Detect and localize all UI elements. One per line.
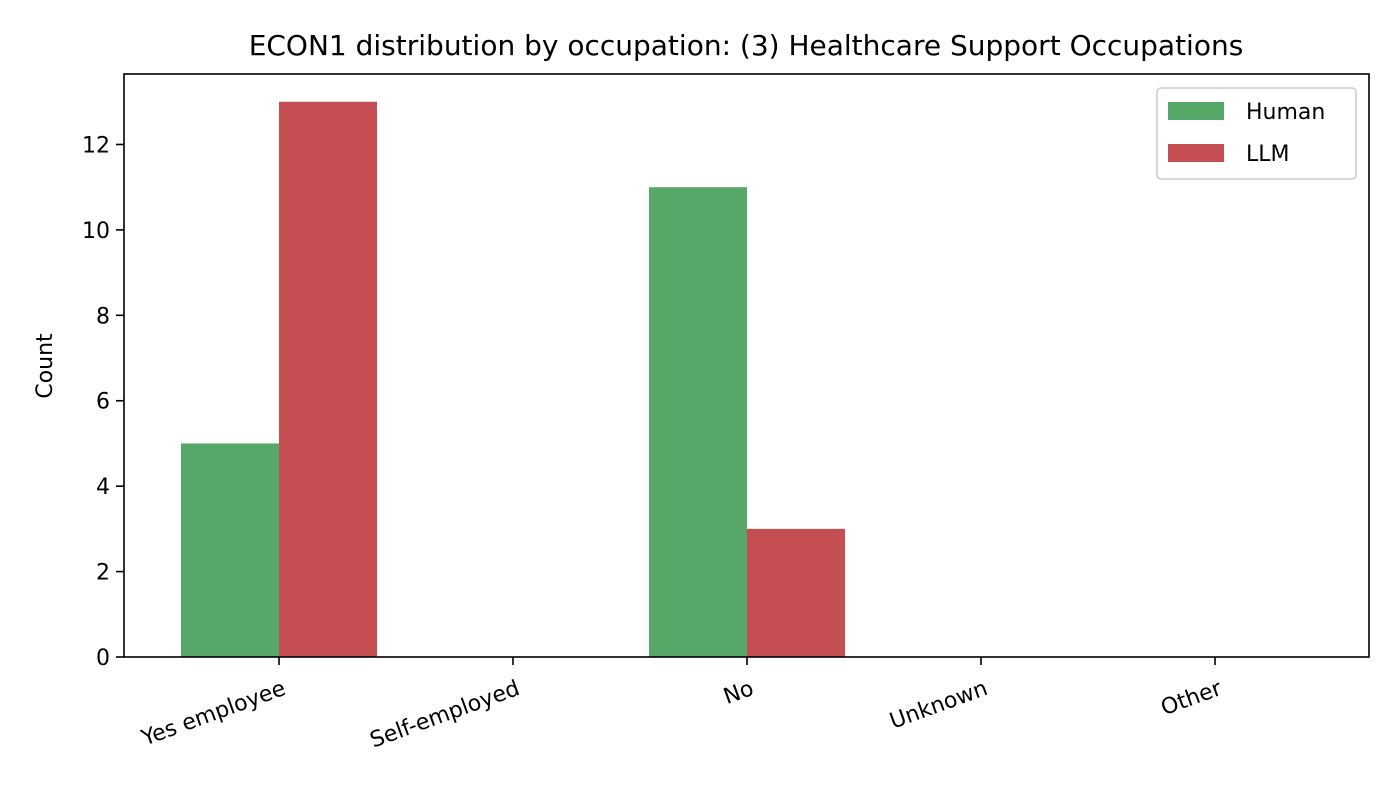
plot-frame [123,73,1370,658]
y-tick-label: 12 [82,133,110,158]
x-axis-ticks: Yes employee Self-employed No Unknown Other [138,657,1226,753]
bar-human-no [649,187,747,657]
y-tick-label: 2 [96,561,110,586]
bar-llm-yes-employee [279,101,377,657]
x-tick-label: No [720,676,757,710]
y-axis-label: Count [33,333,58,399]
legend-swatch-human [1168,102,1224,120]
y-tick-label: 10 [82,219,110,244]
y-tick-label: 6 [96,390,110,415]
x-tick-label: Unknown [887,676,992,734]
x-tick-label: Yes employee [138,676,289,752]
legend-label-llm: LLM [1246,142,1290,167]
y-tick-label: 8 [96,304,110,329]
bar-human-yes-employee [181,443,279,657]
y-tick-label: 0 [96,646,110,671]
y-tick-label: 4 [96,475,110,500]
bars [181,101,845,657]
legend-swatch-llm [1168,144,1224,162]
x-tick-label: Other [1158,676,1226,721]
x-tick-label: Self-employed [367,676,523,753]
y-axis-ticks: 0 2 4 6 8 10 12 [82,133,124,671]
bar-llm-no [747,528,845,657]
legend: Human LLM [1156,87,1357,180]
chart-title: ECON1 distribution by occupation: (3) He… [249,29,1244,62]
legend-label-human: Human [1246,100,1325,125]
